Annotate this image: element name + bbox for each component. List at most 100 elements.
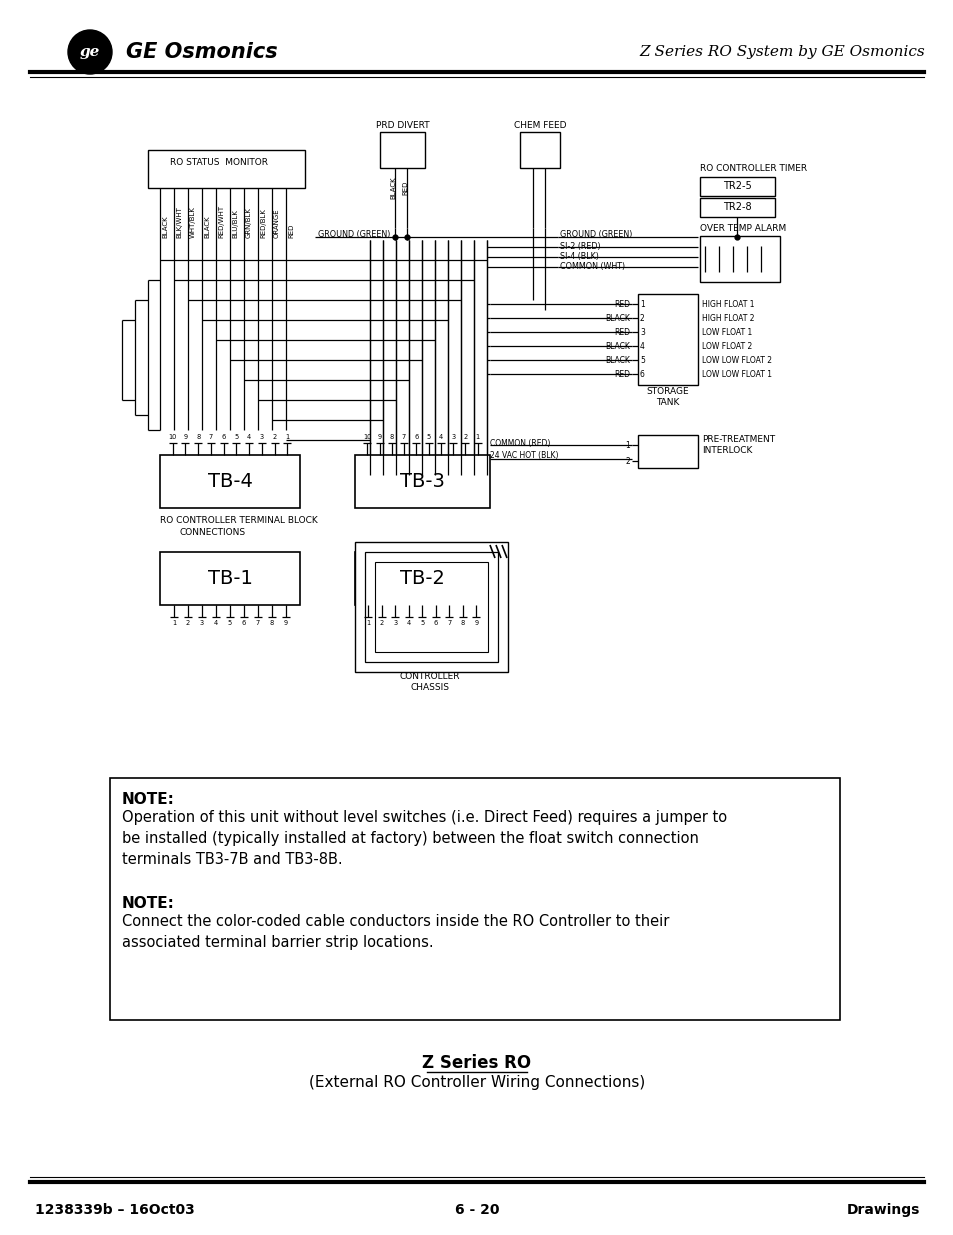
Text: BLACK: BLACK — [204, 215, 210, 238]
Bar — [355, 552, 490, 605]
Text: 7: 7 — [447, 620, 451, 626]
Text: Drawings: Drawings — [845, 1203, 919, 1216]
Text: BLACK: BLACK — [390, 177, 395, 199]
Text: 9: 9 — [377, 433, 381, 440]
Text: 10: 10 — [363, 433, 371, 440]
Text: 3: 3 — [393, 620, 397, 626]
Text: 6: 6 — [434, 620, 437, 626]
Bar — [110, 778, 840, 1020]
Bar — [355, 454, 490, 508]
Text: Operation of this unit without level switches (i.e. Direct Feed) requires a jump: Operation of this unit without level swi… — [122, 810, 726, 867]
Text: 6: 6 — [242, 620, 246, 626]
Text: 9: 9 — [284, 620, 288, 626]
Text: 3: 3 — [200, 620, 204, 626]
Text: (External RO Controller Wiring Connections): (External RO Controller Wiring Connectio… — [309, 1076, 644, 1091]
Text: 2: 2 — [273, 433, 276, 440]
Text: RED: RED — [614, 300, 629, 309]
Text: OVER TEMP ALARM: OVER TEMP ALARM — [700, 224, 785, 232]
Text: 7: 7 — [209, 433, 213, 440]
Text: 1238339b – 16Oct03: 1238339b – 16Oct03 — [35, 1203, 194, 1216]
Text: PRD DIVERT: PRD DIVERT — [375, 121, 429, 130]
Text: 1: 1 — [172, 620, 176, 626]
Text: TB-4: TB-4 — [208, 472, 253, 492]
Circle shape — [68, 30, 112, 74]
Text: GRN/BLK: GRN/BLK — [246, 207, 252, 238]
Text: RED: RED — [401, 180, 408, 195]
Text: 8: 8 — [460, 620, 465, 626]
Text: TB-3: TB-3 — [399, 472, 444, 492]
Bar — [638, 435, 698, 468]
Text: BLACK: BLACK — [604, 342, 629, 351]
Text: 7: 7 — [255, 620, 260, 626]
Bar — [160, 454, 299, 508]
Text: 2: 2 — [463, 433, 467, 440]
Text: RED/WHT: RED/WHT — [218, 205, 224, 238]
Text: 4: 4 — [213, 620, 218, 626]
Text: BLACK: BLACK — [162, 215, 168, 238]
Text: 1: 1 — [476, 433, 479, 440]
Text: RO STATUS  MONITOR: RO STATUS MONITOR — [170, 158, 268, 167]
Bar — [519, 132, 559, 168]
Text: LOW FLOAT 1: LOW FLOAT 1 — [701, 327, 752, 336]
Text: 6: 6 — [221, 433, 226, 440]
Text: CONTROLLER
CHASSIS: CONTROLLER CHASSIS — [399, 672, 459, 692]
Text: 9: 9 — [474, 620, 478, 626]
Text: HIGH FLOAT 1: HIGH FLOAT 1 — [701, 300, 754, 309]
Text: RED: RED — [614, 327, 629, 336]
Text: 5: 5 — [639, 356, 644, 364]
Text: 2: 2 — [186, 620, 190, 626]
Text: RED: RED — [614, 369, 629, 378]
Text: Connect the color-coded cable conductors inside the RO Controller to their
assoc: Connect the color-coded cable conductors… — [122, 914, 669, 950]
Bar — [700, 198, 774, 217]
Text: RO CONTROLLER TIMER: RO CONTROLLER TIMER — [700, 163, 806, 173]
Text: TB-1: TB-1 — [208, 569, 253, 588]
Text: RED: RED — [288, 224, 294, 238]
Bar — [160, 552, 299, 605]
Bar — [365, 552, 497, 662]
Text: LOW LOW FLOAT 1: LOW LOW FLOAT 1 — [701, 369, 771, 378]
Text: 5: 5 — [228, 620, 232, 626]
Text: CHEM FEED: CHEM FEED — [514, 121, 566, 130]
Text: 3: 3 — [639, 327, 644, 336]
Text: 4: 4 — [639, 342, 644, 351]
Text: 2: 2 — [379, 620, 384, 626]
Bar — [700, 236, 780, 282]
Text: GE Osmonics: GE Osmonics — [126, 42, 277, 62]
Text: WHT/BLK: WHT/BLK — [190, 206, 195, 238]
Text: BLU/BLK: BLU/BLK — [232, 209, 237, 238]
Text: 8: 8 — [270, 620, 274, 626]
Text: NOTE:: NOTE: — [122, 792, 174, 806]
Text: Z Series RO: Z Series RO — [422, 1053, 531, 1072]
Text: Z Series RO System by GE Osmonics: Z Series RO System by GE Osmonics — [639, 44, 924, 59]
Text: GROUND (GREEN): GROUND (GREEN) — [317, 230, 390, 238]
Text: HIGH FLOAT 2: HIGH FLOAT 2 — [701, 314, 754, 322]
Text: 5: 5 — [426, 433, 431, 440]
Text: GROUND (GREEN): GROUND (GREEN) — [559, 230, 632, 238]
Text: LOW LOW FLOAT 2: LOW LOW FLOAT 2 — [701, 356, 771, 364]
Text: 2: 2 — [639, 314, 644, 322]
Text: BLACK: BLACK — [604, 356, 629, 364]
Bar — [700, 177, 774, 196]
Text: 6: 6 — [639, 369, 644, 378]
Text: STORAGE
TANK: STORAGE TANK — [646, 388, 689, 406]
Bar — [638, 294, 698, 385]
Text: 6: 6 — [414, 433, 418, 440]
Text: 8: 8 — [196, 433, 200, 440]
Text: BLK/WHT: BLK/WHT — [175, 206, 182, 238]
Text: 3: 3 — [259, 433, 264, 440]
Text: LOW FLOAT 2: LOW FLOAT 2 — [701, 342, 752, 351]
Text: 10: 10 — [169, 433, 176, 440]
Text: SI-2 (RED): SI-2 (RED) — [559, 242, 600, 251]
Bar — [355, 542, 507, 672]
Text: PRE-TREATMENT
INTERLOCK: PRE-TREATMENT INTERLOCK — [701, 435, 774, 454]
Text: 1: 1 — [366, 620, 370, 626]
Text: 4: 4 — [247, 433, 251, 440]
Text: 1: 1 — [624, 441, 629, 450]
Bar — [148, 149, 305, 188]
Text: 1: 1 — [639, 300, 644, 309]
Text: 2: 2 — [624, 457, 629, 466]
Bar — [379, 132, 424, 168]
Text: ge: ge — [80, 44, 100, 59]
Text: CONNECTIONS: CONNECTIONS — [180, 527, 246, 536]
Text: 6 - 20: 6 - 20 — [455, 1203, 498, 1216]
